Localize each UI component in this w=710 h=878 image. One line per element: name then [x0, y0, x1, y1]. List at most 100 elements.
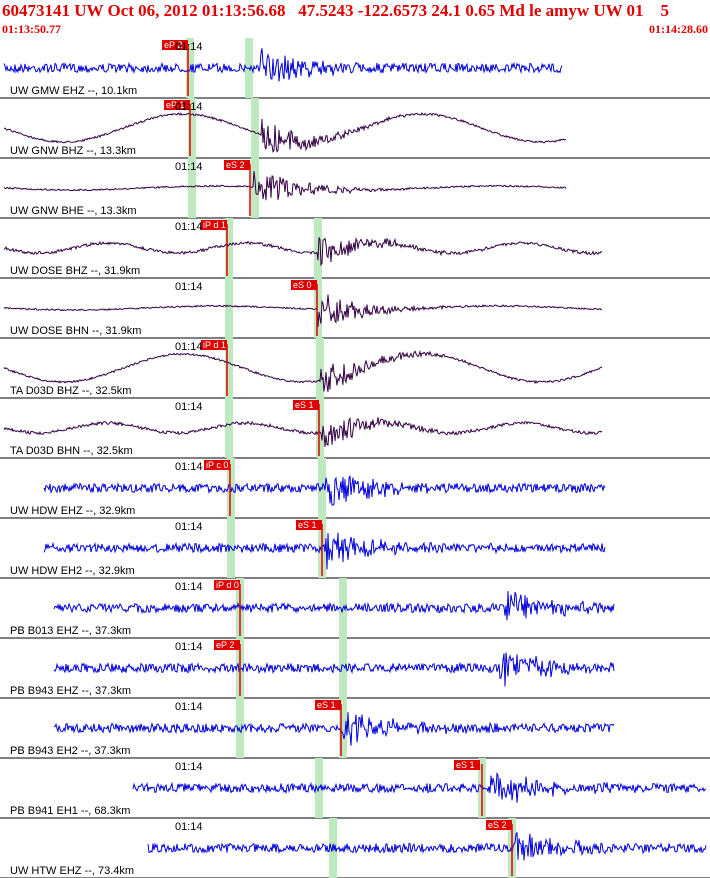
time-tick-label: 01:14 — [175, 341, 203, 353]
arrival-marker — [225, 218, 233, 278]
waveform-trace — [43, 475, 606, 506]
arrival-marker — [314, 218, 322, 278]
pick-label: eS 1 — [298, 520, 317, 530]
pick-label: eS 1 — [295, 400, 314, 410]
trace-panel[interactable]: eP 2 01:14 PB B943 EHZ --, 37.3km — [0, 638, 710, 699]
pick-label: iP d 1 — [203, 220, 226, 230]
window-end-time: 01:14:28.60 — [649, 22, 708, 36]
time-tick-label: 01:14 — [175, 821, 203, 833]
pick-label: eS 2 — [488, 820, 507, 830]
arrival-marker — [314, 278, 322, 338]
trace-panel[interactable]: iP d 101:14 UW DOSE BHZ --, 31.9km — [0, 218, 710, 279]
trace-panel[interactable]: iP d 101:14 TA D03D BHZ --, 32.5km — [0, 338, 710, 399]
seismogram-header: 60473141 UW Oct 06, 2012 01:13:56.68 47.… — [0, 0, 710, 36]
arrival-marker — [339, 638, 347, 698]
arrival-marker — [251, 98, 259, 158]
pick-label: eS 2 — [226, 160, 245, 170]
channel-label: PB B943 EHZ --, 37.3km — [10, 685, 131, 697]
pick-label: eP 2 — [164, 40, 182, 50]
arrival-marker — [227, 518, 235, 578]
waveform-trace — [3, 417, 603, 448]
channel-label: PB B943 EH2 --, 37.3km — [10, 745, 130, 757]
trace-panel[interactable]: eP 201:14 UW GMW EHZ --, 10.1km — [0, 38, 710, 99]
arrival-marker — [236, 698, 244, 758]
waveform-trace — [147, 832, 707, 861]
pick-box[interactable] — [201, 340, 227, 350]
pick-label: iP d 0 — [216, 580, 239, 590]
waveform-trace — [53, 591, 615, 621]
pick-box[interactable] — [162, 40, 188, 50]
channel-label: TA D03D BHN --, 32.5km — [10, 445, 133, 457]
time-tick-label: 01:14 — [175, 281, 203, 293]
waveform-trace — [54, 712, 615, 746]
trace-panel[interactable]: eP 101:14 UW GNW BHZ --, 13.3km — [0, 98, 710, 159]
trace-panel[interactable]: eS 1 01:14 UW HDW EH2 --, 32.9km — [0, 518, 710, 579]
trace-panel[interactable]: eS 2 01:14 UW HTW EHZ --, 73.4km — [0, 818, 710, 878]
time-tick-label: 01:14 — [175, 101, 203, 113]
arrival-marker — [316, 398, 324, 458]
pick-box[interactable] — [296, 520, 322, 530]
trace-panel[interactable]: eS 1 01:14 TA D03D BHN --, 32.5km — [0, 398, 710, 459]
waveform-trace — [3, 237, 603, 267]
pick-label: eP 2 — [216, 640, 234, 650]
arrival-marker — [316, 338, 324, 398]
pick-label: eP 1 — [166, 100, 184, 110]
waveform-trace — [3, 171, 567, 201]
pick-label: iP d 1 — [203, 340, 226, 350]
waveform-trace — [3, 48, 563, 82]
waveform-trace — [3, 349, 603, 392]
waveform-trace — [53, 652, 615, 687]
time-tick-label: 01:14 — [175, 641, 203, 653]
pick-box[interactable] — [214, 640, 240, 650]
event-summary-title: 60473141 UW Oct 06, 2012 01:13:56.68 47.… — [2, 1, 670, 20]
time-tick-label: 01:14 — [175, 761, 203, 773]
channel-label: UW DOSE BHZ --, 31.9km — [10, 265, 140, 277]
trace-panel-stack: eP 2 01:14 UW GMW EHZ --, 10.1km eP 1 01:14 U… — [0, 36, 710, 878]
time-tick-label: 01:14 — [175, 221, 203, 233]
time-tick-label: 01:14 — [175, 161, 203, 173]
arrival-marker — [339, 698, 347, 758]
time-tick-label: 01:14 — [175, 401, 203, 413]
pick-box[interactable] — [291, 280, 317, 290]
trace-panel[interactable]: iP d 0 01:14 PB B013 EHZ --, 37.3km — [0, 578, 710, 639]
waveform-trace — [3, 294, 602, 327]
channel-label: UW HDW EHZ --, 32.9km — [10, 505, 135, 517]
channel-label: PB B941 EH1 --, 68.3km — [10, 805, 130, 817]
pick-label: eS 0 — [293, 280, 312, 290]
arrival-marker — [188, 158, 196, 218]
pick-box[interactable] — [224, 160, 250, 170]
time-tick-label: 01:14 — [175, 41, 203, 53]
time-tick-label: 01:14 — [175, 521, 203, 533]
arrival-marker — [227, 458, 235, 518]
waveform-trace — [3, 112, 567, 153]
window-start-time: 01:13:50.77 — [2, 22, 61, 36]
trace-panel[interactable]: eS 2 01:14 UW GNW BHE --, 13.3km — [0, 158, 710, 219]
pick-label: eS 1 — [317, 700, 336, 710]
pick-box[interactable] — [164, 100, 190, 110]
trace-panel[interactable]: iP c 001:14 UW HDW EHZ --, 32.9km — [0, 458, 710, 519]
trace-panel[interactable]: eS 1 01:14 PB B941 EH1 --, 68.3km — [0, 758, 710, 819]
pick-box[interactable] — [454, 760, 480, 770]
time-tick-label: 01:14 — [175, 581, 203, 593]
pick-box[interactable] — [315, 700, 341, 710]
arrival-marker — [251, 158, 259, 218]
pick-box[interactable] — [293, 400, 319, 410]
pick-box[interactable] — [201, 220, 227, 230]
pick-box[interactable] — [204, 460, 230, 470]
arrival-marker — [225, 398, 233, 458]
time-tick-label: 01:14 — [175, 701, 203, 713]
channel-label: PB B013 EHZ --, 37.3km — [10, 625, 131, 637]
arrival-marker — [188, 98, 196, 158]
waveform-trace — [132, 771, 707, 803]
pick-box[interactable] — [486, 820, 512, 830]
trace-panel[interactable]: eS 1 01:14 PB B943 EH2 --, 37.3km — [0, 698, 710, 759]
pick-box[interactable] — [214, 580, 240, 590]
time-tick-label: 01:14 — [175, 461, 203, 473]
channel-label: UW HDW EH2 --, 32.9km — [10, 565, 135, 577]
waveform-trace — [43, 532, 606, 570]
arrival-marker — [225, 278, 233, 338]
trace-panel[interactable]: eS 0 01:14 UW DOSE BHN --, 31.9km — [0, 278, 710, 339]
arrival-marker — [329, 818, 337, 878]
pick-label: iP c 0 — [206, 460, 228, 470]
